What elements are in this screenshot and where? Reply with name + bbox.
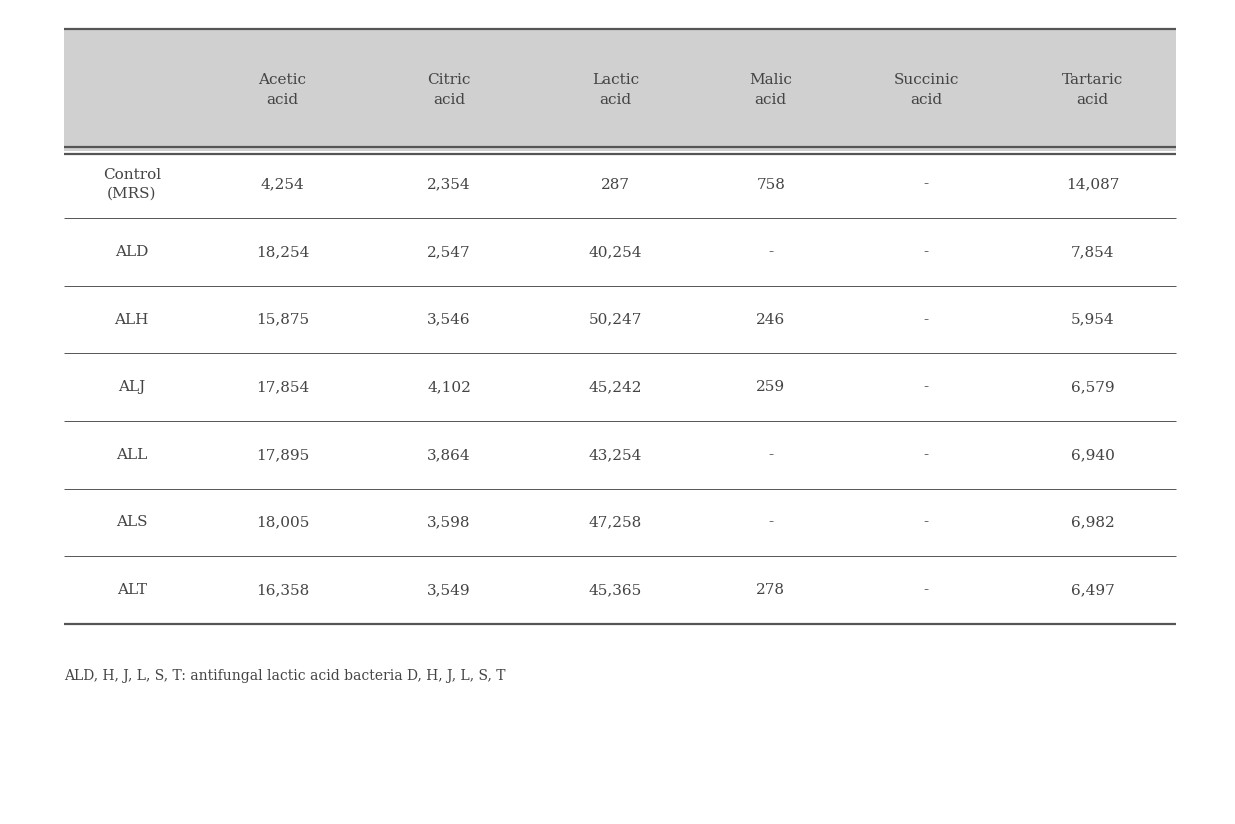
Text: 6,497: 6,497: [1071, 583, 1114, 597]
Text: 6,982: 6,982: [1071, 516, 1114, 529]
Text: 18,005: 18,005: [256, 516, 309, 529]
Text: 18,254: 18,254: [256, 246, 309, 259]
Text: 7,854: 7,854: [1071, 246, 1114, 259]
Text: ALL: ALL: [116, 448, 147, 461]
Text: 43,254: 43,254: [589, 448, 642, 461]
Text: 259: 259: [756, 381, 785, 394]
Text: 16,358: 16,358: [256, 583, 309, 597]
Text: -: -: [924, 178, 929, 191]
Text: 3,864: 3,864: [427, 448, 471, 461]
Text: ALH: ALH: [115, 313, 149, 326]
Text: 50,247: 50,247: [589, 313, 642, 326]
Bar: [64, 489, 1176, 556]
Text: 3,549: 3,549: [427, 583, 471, 597]
Text: Citric
acid: Citric acid: [427, 73, 471, 106]
Text: 2,547: 2,547: [427, 246, 471, 259]
Text: -: -: [924, 313, 929, 326]
Text: -: -: [924, 246, 929, 259]
Text: 14,087: 14,087: [1066, 178, 1119, 191]
Text: 6,579: 6,579: [1071, 381, 1114, 394]
Text: 4,102: 4,102: [427, 381, 471, 394]
Text: -: -: [768, 448, 773, 461]
Bar: [64, 151, 1176, 218]
Bar: [64, 29, 1176, 151]
Bar: [64, 286, 1176, 353]
Text: 4,254: 4,254: [261, 178, 304, 191]
Text: 6,940: 6,940: [1071, 448, 1114, 461]
Text: ALD: ALD: [115, 246, 148, 259]
Text: 17,895: 17,895: [256, 448, 309, 461]
Bar: [64, 353, 1176, 421]
Text: -: -: [768, 246, 773, 259]
Text: Succinic
acid: Succinic acid: [893, 73, 958, 106]
Text: 3,598: 3,598: [427, 516, 471, 529]
Text: 45,242: 45,242: [589, 381, 642, 394]
Text: 758: 758: [756, 178, 785, 191]
Text: 45,365: 45,365: [589, 583, 642, 597]
Text: -: -: [924, 583, 929, 597]
Text: -: -: [768, 516, 773, 529]
Bar: [64, 218, 1176, 286]
Text: 17,854: 17,854: [256, 381, 309, 394]
Text: -: -: [924, 516, 929, 529]
Text: 3,546: 3,546: [427, 313, 471, 326]
Text: 246: 246: [756, 313, 785, 326]
Text: Control
(MRS): Control (MRS): [103, 168, 161, 201]
Bar: [64, 421, 1176, 489]
Text: -: -: [924, 448, 929, 461]
Text: 5,954: 5,954: [1071, 313, 1114, 326]
Text: 278: 278: [756, 583, 785, 597]
Text: ALD, H, J, L, S, T: antifungal lactic acid bacteria D, H, J, L, S, T: ALD, H, J, L, S, T: antifungal lactic ac…: [64, 669, 505, 683]
Text: ALJ: ALJ: [119, 381, 146, 394]
Text: Malic
acid: Malic acid: [750, 73, 792, 106]
Text: Lactic
acid: Lactic acid: [592, 73, 638, 106]
Text: -: -: [924, 381, 929, 394]
Text: 40,254: 40,254: [589, 246, 642, 259]
Text: 287: 287: [601, 178, 630, 191]
Text: 15,875: 15,875: [256, 313, 309, 326]
Text: 2,354: 2,354: [427, 178, 471, 191]
Text: Acetic
acid: Acetic acid: [258, 73, 306, 106]
Text: ALS: ALS: [116, 516, 147, 529]
Bar: [64, 556, 1176, 624]
Text: Tartaric
acid: Tartaric acid: [1062, 73, 1123, 106]
Text: ALT: ALT: [117, 583, 147, 597]
Text: 47,258: 47,258: [589, 516, 642, 529]
